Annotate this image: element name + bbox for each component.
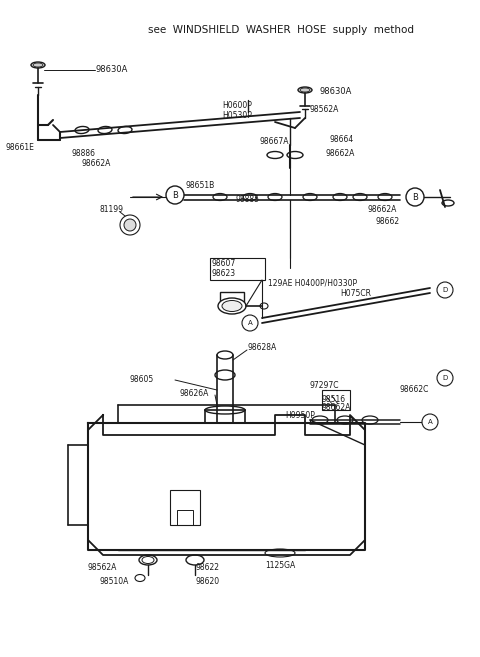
Circle shape [406,188,424,206]
Ellipse shape [260,303,268,309]
Text: 98661E: 98661E [5,143,34,152]
Circle shape [437,370,453,386]
Bar [177,510,193,525]
Ellipse shape [362,416,378,424]
Text: 98630A: 98630A [320,87,352,97]
Text: 98630A: 98630A [96,66,128,74]
Text: 98628A: 98628A [248,342,277,351]
Text: see  WINDSHIELD  WASHER  HOSE  supply  method: see WINDSHIELD WASHER HOSE supply method [148,25,414,35]
Ellipse shape [300,88,310,92]
Text: 98607: 98607 [212,258,236,267]
Text: 98620: 98620 [195,578,219,587]
Ellipse shape [268,194,282,200]
Text: 81199: 81199 [100,206,124,214]
Ellipse shape [222,300,242,311]
Text: 98662A: 98662A [368,206,397,214]
Ellipse shape [312,416,328,424]
Circle shape [437,282,453,298]
Text: 98664: 98664 [330,135,354,145]
Text: 98623: 98623 [212,269,236,277]
Text: 98662: 98662 [376,217,400,227]
Circle shape [242,315,258,331]
Text: 98662A: 98662A [322,403,351,413]
Ellipse shape [118,126,132,133]
Bar [170,490,200,525]
Text: 98562A: 98562A [310,106,339,114]
Text: H0950P: H0950P [285,411,315,420]
Text: 98562A: 98562A [88,564,118,572]
Ellipse shape [142,556,154,564]
Text: 1125GA: 1125GA [265,560,295,570]
Text: 98667A: 98667A [260,137,289,147]
Text: D: D [443,375,448,381]
Ellipse shape [75,126,89,133]
Ellipse shape [353,194,367,200]
Text: 98662C: 98662C [400,386,430,394]
Text: A: A [248,320,252,326]
Circle shape [120,215,140,235]
Ellipse shape [218,298,246,314]
Ellipse shape [98,126,112,133]
Ellipse shape [139,555,157,565]
Ellipse shape [186,555,204,565]
Ellipse shape [337,416,353,424]
Text: 129AE H0400P/H0330P: 129AE H0400P/H0330P [268,279,357,288]
Circle shape [422,414,438,430]
Text: 98651B: 98651B [185,181,214,189]
Ellipse shape [267,152,283,158]
Text: B: B [412,193,418,202]
Text: D: D [443,287,448,293]
Bar [220,292,244,302]
Text: 98662A: 98662A [325,148,354,158]
Text: H0600P: H0600P [222,101,252,110]
Ellipse shape [135,574,145,581]
Ellipse shape [31,62,45,68]
Bar [210,258,265,280]
Ellipse shape [33,63,43,67]
Text: 98626A: 98626A [180,388,209,397]
Ellipse shape [333,194,347,200]
Ellipse shape [287,152,303,158]
Ellipse shape [243,194,257,200]
Text: 98885: 98885 [235,196,259,204]
Text: H0530P: H0530P [222,112,252,120]
Circle shape [166,186,184,204]
Text: B: B [172,191,178,200]
Text: 98510A: 98510A [100,578,130,587]
Text: 98662A: 98662A [82,158,111,168]
Ellipse shape [298,87,312,93]
Text: 97297C: 97297C [310,380,339,390]
Ellipse shape [213,194,227,200]
Ellipse shape [205,406,245,414]
Text: 98886: 98886 [72,148,96,158]
Ellipse shape [442,200,454,206]
Circle shape [124,219,136,231]
Ellipse shape [303,194,317,200]
Ellipse shape [378,194,392,200]
Bar [322,390,350,410]
Ellipse shape [265,549,295,557]
Text: 98516: 98516 [322,396,346,405]
Ellipse shape [217,351,233,359]
Text: 98622: 98622 [195,564,219,572]
Text: 98605: 98605 [130,376,154,384]
Text: A: A [428,419,432,425]
Text: H075CR: H075CR [340,288,371,298]
Ellipse shape [215,370,235,380]
